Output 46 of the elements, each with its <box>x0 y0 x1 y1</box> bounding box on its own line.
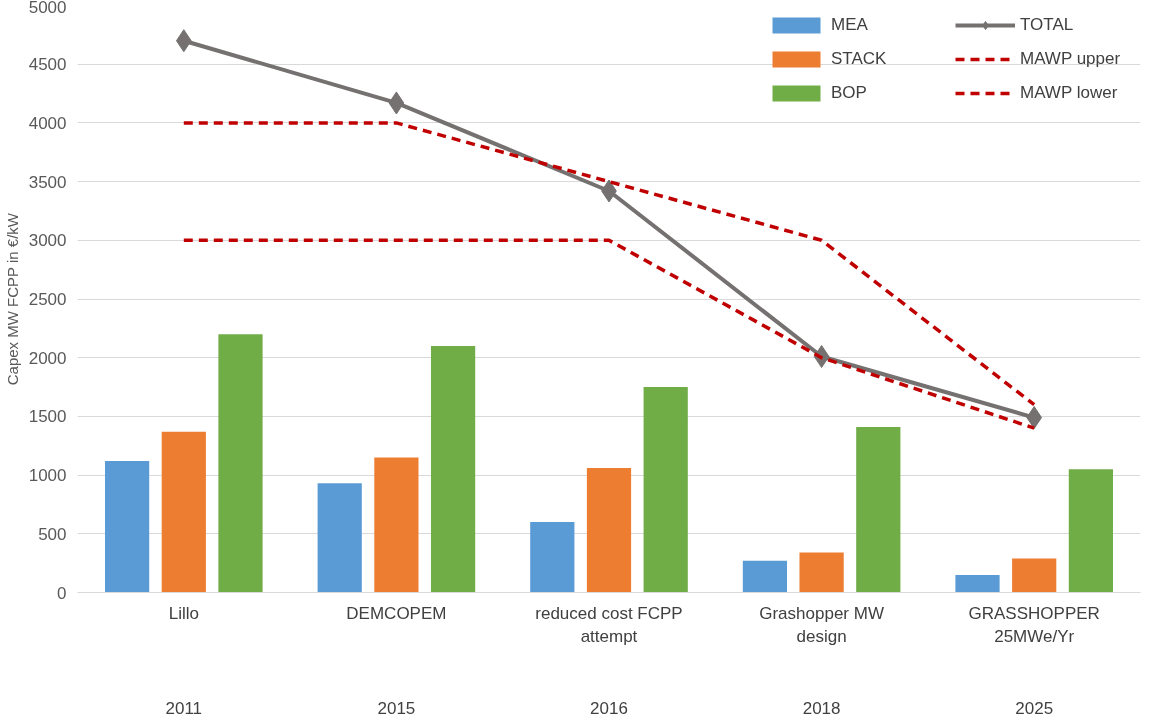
bar <box>742 560 788 593</box>
y-tick-label: 4500 <box>28 55 67 75</box>
bar <box>856 426 901 593</box>
y-tick-label: 2000 <box>28 348 67 368</box>
bar <box>1068 469 1113 593</box>
point <box>175 29 192 53</box>
legend-label: TOTAL <box>1020 15 1075 35</box>
bar <box>955 574 1000 593</box>
bar <box>799 552 844 593</box>
y-tick-label: 1500 <box>28 407 67 427</box>
x-tick-label: reduced cost FCPP attempt <box>535 603 683 647</box>
x-tick-label: GRASSHOPPER 25MWe/Yr <box>968 603 1100 647</box>
bar <box>105 461 150 593</box>
text: 2015 <box>377 698 416 718</box>
point <box>388 91 405 115</box>
y-tick-label: 1000 <box>28 466 67 486</box>
y-tick-label: 500 <box>38 524 67 544</box>
text: 2016 <box>590 698 628 718</box>
legend-label: MAWP lower <box>1020 83 1119 103</box>
bar <box>218 334 263 593</box>
y-tick-label: 0 <box>57 583 67 603</box>
legend-label: STACK <box>831 49 888 69</box>
y-tick-label: 2500 <box>28 290 67 309</box>
y-tick-label: 3500 <box>28 172 67 192</box>
y-tick-label: 4000 <box>28 113 67 133</box>
text: 2025 <box>1015 698 1054 718</box>
x-tick-label: DEMCOPEM <box>346 603 447 623</box>
x-tick-label: Grashopper MW design <box>759 603 884 647</box>
point <box>1026 406 1043 430</box>
bar <box>1012 558 1057 593</box>
bar <box>317 483 362 593</box>
bar <box>430 345 476 593</box>
x-tick-label: Lillo <box>168 603 199 623</box>
bar <box>643 387 688 593</box>
text: 2011 <box>165 698 203 718</box>
bar <box>586 468 632 593</box>
y-axis-title: Capex MW FCPP in €/kW <box>3 212 21 386</box>
legend-label: BOP <box>831 83 868 103</box>
text: 2018 <box>802 698 841 718</box>
y-tick-label: 3000 <box>28 231 67 251</box>
y-tick-label: 5000 <box>28 0 67 17</box>
legend-label: MAWP upper <box>1020 49 1122 69</box>
bar <box>530 522 575 593</box>
bar <box>161 431 206 593</box>
bar <box>374 457 419 593</box>
legend-label: MEA <box>831 15 869 35</box>
